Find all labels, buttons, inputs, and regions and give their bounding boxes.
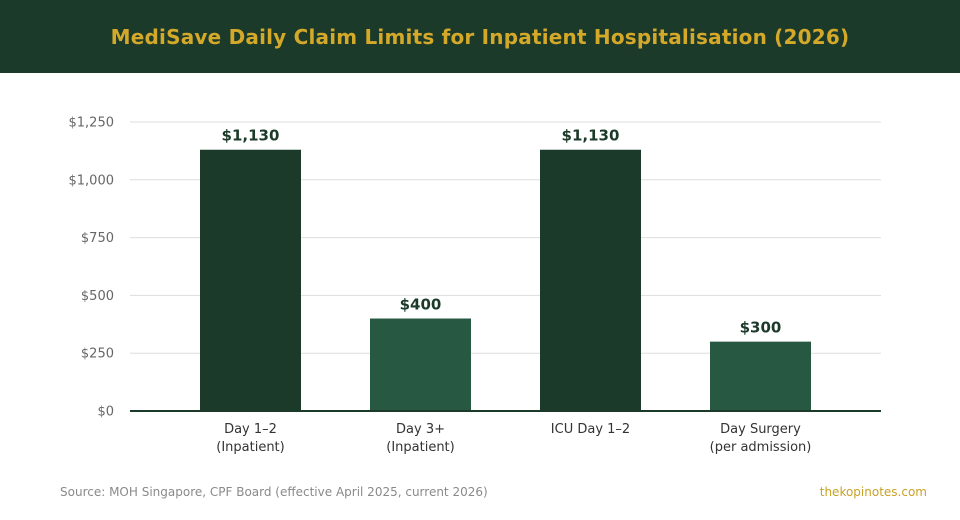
x-tick-label: ICU Day 1–2	[551, 422, 630, 437]
bar	[540, 149, 641, 411]
source-note: Source: MOH Singapore, CPF Board (effect…	[60, 485, 488, 499]
data-label: $1,130	[222, 127, 280, 145]
bar-chart: $0 $250 $500 $750 $1,000 $1,250 $1,130 Day 1–2 (…	[69, 116, 881, 455]
y-tick-label: $250	[81, 347, 114, 362]
y-tick-label: $1,250	[69, 116, 115, 131]
data-label: $400	[400, 296, 442, 314]
x-tick-label: (Inpatient)	[386, 440, 454, 455]
bar	[710, 341, 811, 411]
y-tick-label: $0	[97, 405, 114, 420]
x-tick-label: Day Surgery	[720, 422, 801, 437]
x-tick-label: Day 3+	[396, 422, 445, 437]
x-tick-label: (Inpatient)	[216, 440, 284, 455]
x-tick-label: (per admission)	[710, 440, 812, 455]
y-tick-label: $500	[81, 289, 114, 304]
y-tick-label: $1,000	[69, 173, 115, 188]
bar	[200, 149, 301, 411]
data-label: $1,130	[562, 127, 620, 145]
header-banner: MediSave Daily Claim Limits for Inpatien…	[0, 0, 960, 73]
y-tick-label: $750	[81, 231, 114, 246]
brand-link[interactable]: thekopinotes.com	[819, 485, 927, 499]
data-label: $300	[740, 319, 782, 337]
chart-title: MediSave Daily Claim Limits for Inpatien…	[110, 24, 850, 49]
bar	[370, 318, 471, 411]
x-tick-label: Day 1–2	[224, 422, 277, 437]
